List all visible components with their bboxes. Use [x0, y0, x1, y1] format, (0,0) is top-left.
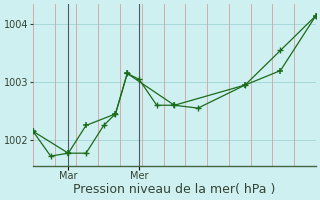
X-axis label: Pression niveau de la mer( hPa ): Pression niveau de la mer( hPa ) — [73, 183, 276, 196]
